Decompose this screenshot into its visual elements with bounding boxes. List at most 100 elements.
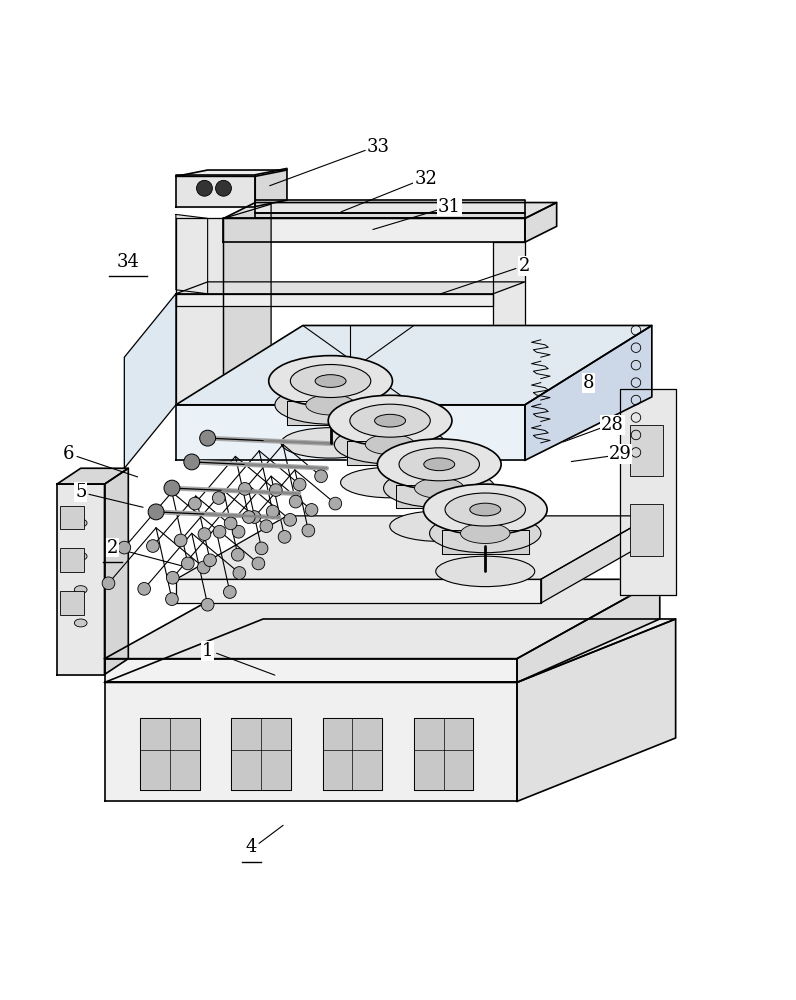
Polygon shape xyxy=(124,294,176,468)
Polygon shape xyxy=(176,218,224,405)
Polygon shape xyxy=(224,218,525,242)
Circle shape xyxy=(267,505,279,518)
Polygon shape xyxy=(176,294,494,306)
Circle shape xyxy=(305,504,318,516)
Circle shape xyxy=(329,497,341,510)
FancyBboxPatch shape xyxy=(60,548,84,572)
Polygon shape xyxy=(232,718,291,790)
Circle shape xyxy=(102,577,115,590)
FancyBboxPatch shape xyxy=(630,504,663,556)
Circle shape xyxy=(293,478,306,491)
Circle shape xyxy=(189,497,201,510)
Polygon shape xyxy=(517,619,676,801)
Polygon shape xyxy=(322,718,382,790)
Ellipse shape xyxy=(390,511,489,541)
Ellipse shape xyxy=(74,586,87,594)
Circle shape xyxy=(146,540,159,552)
Circle shape xyxy=(201,598,214,611)
Circle shape xyxy=(224,586,236,598)
FancyBboxPatch shape xyxy=(630,425,663,476)
Text: 28: 28 xyxy=(601,416,623,434)
Polygon shape xyxy=(540,516,652,603)
Ellipse shape xyxy=(328,395,452,446)
Circle shape xyxy=(279,531,291,543)
Polygon shape xyxy=(347,441,433,465)
Circle shape xyxy=(166,593,178,605)
Polygon shape xyxy=(176,405,525,460)
Polygon shape xyxy=(414,718,474,790)
Circle shape xyxy=(243,511,256,523)
Circle shape xyxy=(213,492,225,504)
Circle shape xyxy=(256,542,268,555)
Circle shape xyxy=(174,534,187,547)
Circle shape xyxy=(166,571,179,584)
Text: 1: 1 xyxy=(202,642,213,660)
Polygon shape xyxy=(104,468,128,675)
Polygon shape xyxy=(104,619,676,682)
Text: 6: 6 xyxy=(63,445,75,463)
Ellipse shape xyxy=(461,523,510,543)
Ellipse shape xyxy=(291,365,371,398)
Polygon shape xyxy=(176,282,525,294)
Ellipse shape xyxy=(435,556,535,587)
Circle shape xyxy=(197,180,213,196)
Circle shape xyxy=(198,528,211,540)
Ellipse shape xyxy=(341,467,439,498)
Polygon shape xyxy=(104,659,517,682)
Circle shape xyxy=(200,430,216,446)
Ellipse shape xyxy=(365,434,415,455)
Circle shape xyxy=(216,180,232,196)
Ellipse shape xyxy=(269,356,392,406)
Text: 5: 5 xyxy=(75,483,87,501)
Circle shape xyxy=(184,454,200,470)
Polygon shape xyxy=(176,325,652,405)
Ellipse shape xyxy=(470,503,501,516)
Circle shape xyxy=(181,557,194,570)
Polygon shape xyxy=(256,168,287,207)
Polygon shape xyxy=(224,204,271,405)
Circle shape xyxy=(148,504,164,520)
Ellipse shape xyxy=(74,519,87,527)
Polygon shape xyxy=(104,579,660,659)
Polygon shape xyxy=(176,516,652,579)
Text: 33: 33 xyxy=(367,138,390,156)
Circle shape xyxy=(164,480,180,496)
Polygon shape xyxy=(525,203,556,242)
Ellipse shape xyxy=(423,458,455,471)
Circle shape xyxy=(118,541,131,554)
Ellipse shape xyxy=(415,478,464,498)
Text: 34: 34 xyxy=(117,253,140,271)
Circle shape xyxy=(197,561,210,574)
Circle shape xyxy=(224,517,237,530)
Polygon shape xyxy=(256,213,525,218)
Ellipse shape xyxy=(399,448,479,481)
Text: 8: 8 xyxy=(583,374,594,392)
Circle shape xyxy=(239,483,252,495)
Circle shape xyxy=(284,513,296,526)
Polygon shape xyxy=(176,579,540,603)
Polygon shape xyxy=(494,242,525,405)
Polygon shape xyxy=(256,200,525,213)
Circle shape xyxy=(270,484,283,496)
Polygon shape xyxy=(176,170,287,176)
Ellipse shape xyxy=(74,619,87,627)
Circle shape xyxy=(204,554,217,567)
Ellipse shape xyxy=(377,439,501,490)
Ellipse shape xyxy=(350,404,431,437)
Text: 31: 31 xyxy=(438,198,461,216)
Ellipse shape xyxy=(306,395,355,415)
Polygon shape xyxy=(57,484,104,675)
Polygon shape xyxy=(224,203,556,218)
Circle shape xyxy=(232,548,244,561)
Circle shape xyxy=(138,582,150,595)
Polygon shape xyxy=(525,325,652,460)
Text: 29: 29 xyxy=(609,445,631,463)
Polygon shape xyxy=(396,485,482,508)
Ellipse shape xyxy=(445,493,525,526)
Ellipse shape xyxy=(275,385,386,424)
FancyBboxPatch shape xyxy=(60,591,84,615)
Ellipse shape xyxy=(375,414,405,427)
Circle shape xyxy=(289,495,302,508)
Ellipse shape xyxy=(430,514,541,553)
Circle shape xyxy=(233,567,246,579)
